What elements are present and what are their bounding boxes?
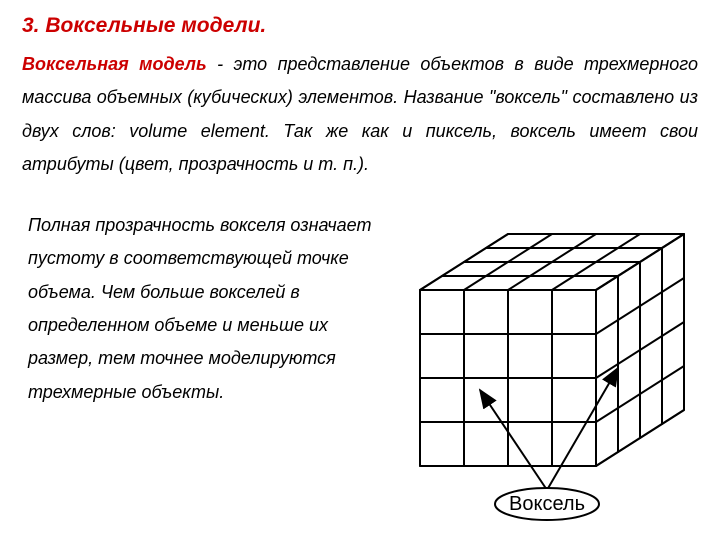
- transparency-text: Полная прозрачность вокселя означает пус…: [28, 215, 371, 401]
- paragraph-transparency: Полная прозрачность вокселя означает пус…: [22, 209, 382, 409]
- voxel-cube-figure: Воксель: [408, 222, 698, 532]
- term-voxel-model: Воксельная модель: [22, 54, 207, 74]
- heading-text: 3. Воксельные модели.: [22, 14, 266, 37]
- paragraph-definition: Воксельная модель - это представление об…: [22, 48, 698, 181]
- section-heading: 3. Воксельные модели.: [22, 14, 698, 38]
- voxel-label: Воксель: [509, 493, 585, 515]
